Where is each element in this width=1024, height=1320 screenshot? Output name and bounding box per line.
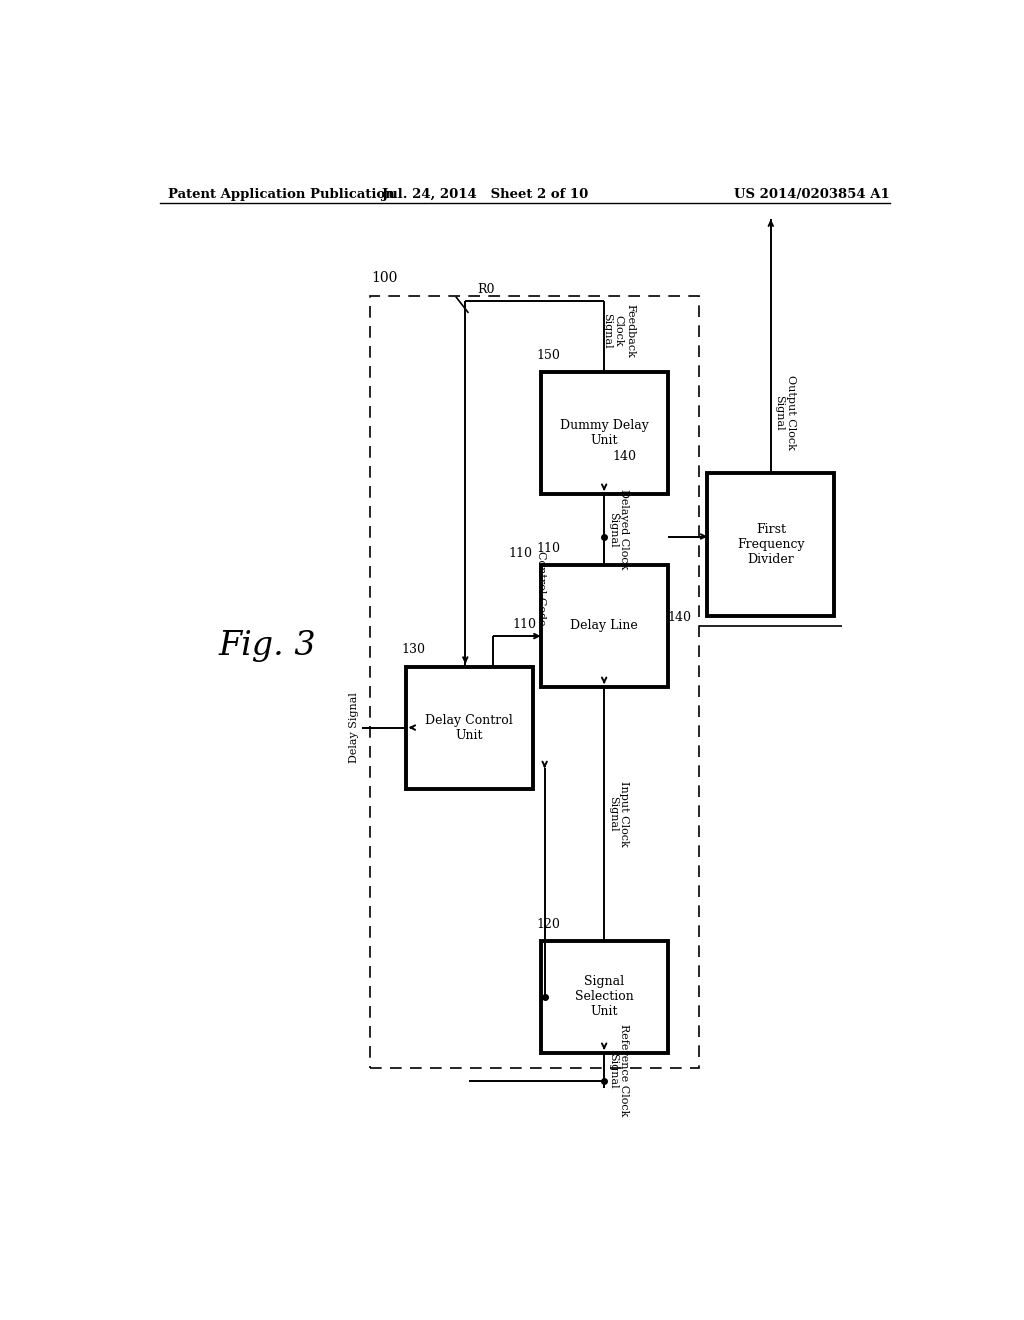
Text: 110: 110 [537,541,561,554]
Bar [541,372,668,494]
Bar [541,565,668,686]
Text: R0: R0 [477,282,495,296]
Text: Patent Application Publication: Patent Application Publication [168,189,394,202]
Text: First
Frequency
Divider: First Frequency Divider [737,523,805,566]
Bar [370,296,699,1068]
Text: Jul. 24, 2014   Sheet 2 of 10: Jul. 24, 2014 Sheet 2 of 10 [382,189,588,202]
Text: Delay Line: Delay Line [570,619,638,632]
Text: 120: 120 [537,917,560,931]
Bar [708,474,835,615]
Text: Dummy Delay
Unit: Dummy Delay Unit [560,418,648,447]
Text: 140: 140 [668,611,691,624]
Text: Delayed Clock
Signal: Delayed Clock Signal [607,490,629,569]
Text: Feedback
Clock
Signal: Feedback Clock Signal [602,304,635,358]
Text: 130: 130 [401,643,426,656]
Text: Input Clock
Signal: Input Clock Signal [607,781,629,847]
Text: 110: 110 [513,618,537,631]
Bar [541,941,668,1053]
Bar [406,667,532,788]
Text: Delay Control
Unit: Delay Control Unit [425,714,513,742]
Text: Control Code: Control Code [536,552,546,626]
Text: Fig. 3: Fig. 3 [218,630,315,663]
Text: 100: 100 [372,272,398,285]
Text: 140: 140 [612,450,636,463]
Text: Signal
Selection
Unit: Signal Selection Unit [574,975,634,1019]
Text: US 2014/0203854 A1: US 2014/0203854 A1 [734,189,890,202]
Text: 110: 110 [509,546,532,560]
Text: Delay Signal: Delay Signal [349,692,359,763]
Text: Output Clock
Signal: Output Clock Signal [774,375,796,450]
Text: 150: 150 [537,348,560,362]
Text: Reference Clock
Signal: Reference Clock Signal [607,1024,629,1117]
